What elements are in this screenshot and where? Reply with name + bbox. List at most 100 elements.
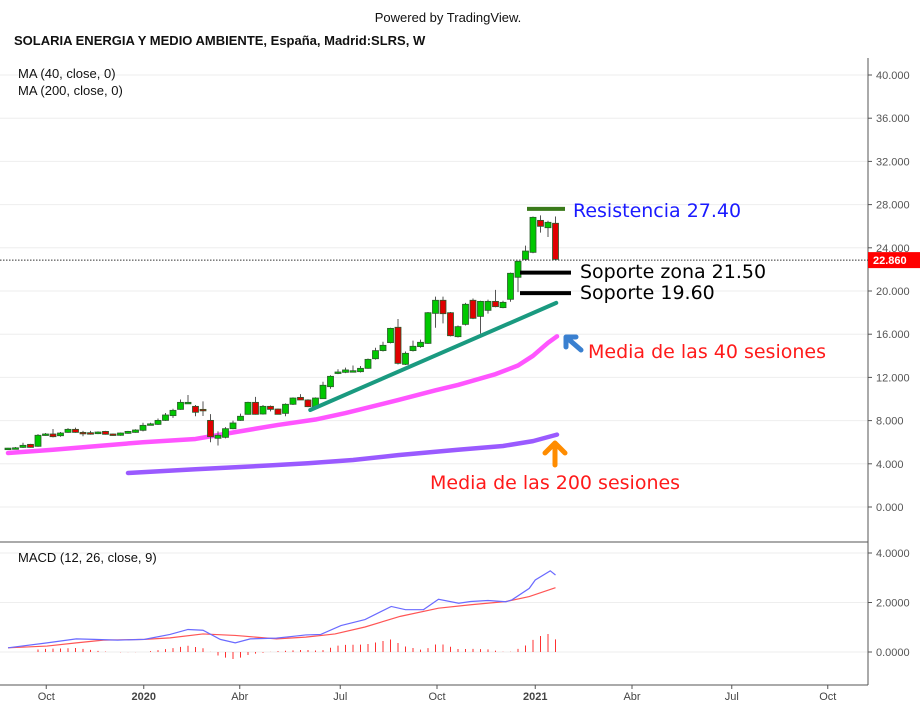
candle-up [327,375,334,388]
candle-down [267,405,274,410]
legend-ma200[interactable]: MA (200, close, 0) [18,83,123,98]
candle-up [342,369,349,373]
candle-down [274,408,282,415]
legend-ma40[interactable]: MA (40, close, 0) [18,66,116,81]
candle-down [79,431,87,435]
candle-up [139,424,147,431]
last-price-badge [868,252,920,269]
candles [4,215,559,451]
macd-tick-label: 2.0000 [876,598,910,610]
ma40-note-label: Media de las 40 sesiones [588,341,826,363]
annotations[interactable]: Resistencia 27.40 Soporte zona 21.50Sopor… [308,200,826,494]
support-label: Soporte 19.60 [580,282,715,304]
candle-up [432,299,439,314]
price-tick-label: 4.000 [876,459,904,471]
candle-up [4,447,12,451]
candle-up [282,403,289,414]
candle-up [94,431,102,435]
candle-up [64,428,72,433]
time-axis[interactable]: Oct 2020 Abr Jul Oct 2021 Abr Jul Oct [38,685,837,703]
candle-down [109,433,117,436]
last-price-label: 22.860 [873,255,907,267]
moving-averages [5,334,560,476]
candle-up [214,434,222,439]
candle-up [169,409,177,417]
price-axis[interactable]: 0.0004.0008.00012.00016.00020.00024.0002… [868,70,910,514]
candle-up [379,344,387,352]
macd-axis[interactable]: 0.0000 2.0000 4.0000 [868,548,910,659]
resistance-label: Resistencia 27.40 [573,200,741,222]
blue-arrow-icon [563,334,584,353]
candle-up [424,312,432,344]
orange-arrow-icon [542,440,568,468]
price-grid [0,74,868,508]
legend-macd[interactable]: MACD (12, 26, close, 9) [18,550,157,565]
candle-up [529,216,537,253]
candle-up [409,345,417,352]
candle-up [507,272,514,300]
candle-up [387,327,394,344]
candle-down [469,299,477,319]
time-tick-label: Oct [819,691,836,703]
candle-up [34,434,42,447]
candle-up [417,341,424,348]
candle-down [87,432,94,435]
powered-by-text: Powered by TradingView. [375,10,521,25]
candle-up [372,350,379,360]
candle-up [124,430,132,434]
time-tick-label: Abr [623,691,640,703]
price-tick-label: 40.000 [876,70,910,82]
candle-up [132,429,139,433]
candle-up [289,397,297,405]
candle-down [72,428,79,433]
price-tick-label: 16.000 [876,329,910,341]
candle-down [394,326,402,364]
candle-down [537,219,544,227]
macd-line [7,570,556,649]
candle-down [252,401,259,415]
candle-up [229,422,237,430]
price-tick-label: 12.000 [876,372,910,384]
macd-signal-line [7,587,556,649]
candle-down [304,399,312,408]
price-tick-label: 28.000 [876,200,910,212]
candle-up [454,326,462,338]
support-zone-label: Soporte zona 21.50 [580,261,766,283]
time-tick-label: Jul [333,691,347,703]
candle-up [484,300,492,311]
time-tick-label: Oct [428,691,445,703]
candle-up [499,301,507,309]
candle-down [102,430,109,435]
candle-down [492,300,499,308]
time-tick-label: 2020 [132,691,156,703]
candle-up [147,423,154,426]
candle-up [244,401,252,415]
candle-up [402,352,409,365]
candle-up [222,428,229,438]
time-tick-label: Abr [231,691,248,703]
candle-down [207,419,214,438]
candle-down [49,433,57,438]
macd-tick-label: 0.0000 [876,647,910,659]
candle-down [192,405,199,413]
candle-up [334,371,342,374]
candle-up [462,303,469,325]
candle-up [477,300,484,317]
ma200-note-label: Media de las 200 sesiones [430,472,680,494]
candle-down [27,443,34,448]
macd-tick-label: 4.0000 [876,548,910,560]
candle-up [522,250,529,260]
candle-down [552,222,559,260]
last-price: 22.860 [0,252,920,269]
price-tick-label: 32.000 [876,156,910,168]
candle-down [297,396,304,401]
candle-up [319,384,327,400]
candle-down [447,312,454,337]
candle-up [57,432,64,437]
candle-up [162,414,169,421]
candle-up [184,401,192,405]
ma40-line [5,334,560,456]
candle-up [544,221,552,229]
price-tick-label: 36.000 [876,113,910,125]
